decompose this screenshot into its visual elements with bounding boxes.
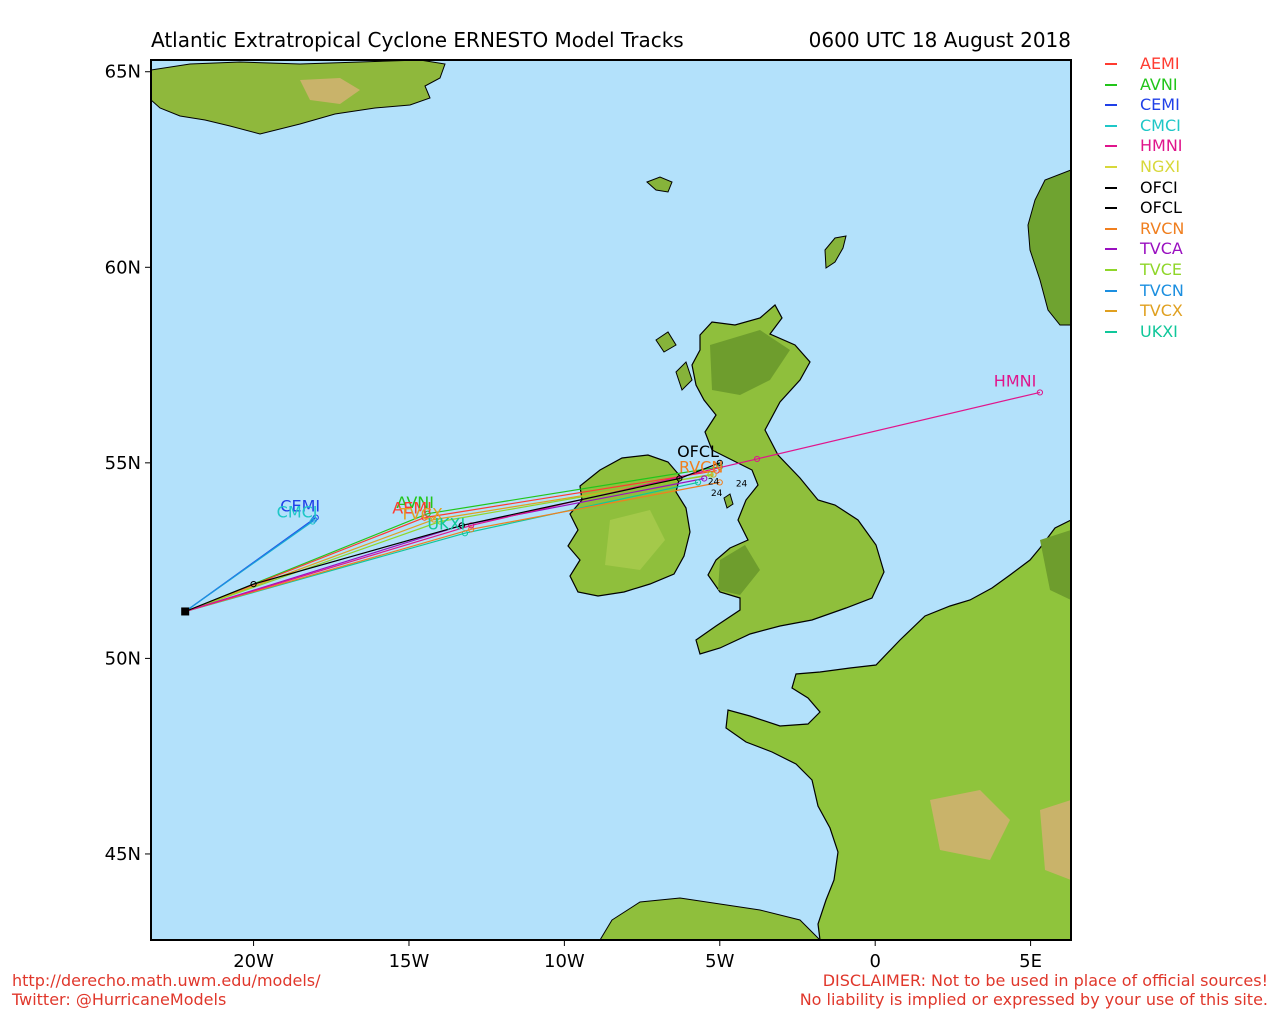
track-rvcn [185, 481, 720, 613]
map-title: Atlantic Extratropical Cyclone ERNESTO M… [151, 28, 684, 52]
legend-label: AEMI [1140, 54, 1180, 73]
footer-right: DISCLAIMER: Not to be used in place of o… [800, 971, 1268, 1009]
lon-label: 5E [1019, 951, 1042, 972]
lat-label: 55N [105, 453, 141, 474]
legend-label: OFCI [1140, 177, 1178, 197]
track-ukxi [185, 481, 699, 613]
legend-swatch [1105, 165, 1117, 168]
legend-swatch [1105, 268, 1117, 271]
legend-swatch [1105, 227, 1117, 230]
legend-label: HMNI [1140, 136, 1183, 156]
legend-label: UKXI [1140, 321, 1178, 341]
legend-label: CEMI [1140, 95, 1180, 115]
lon-label: 10W [544, 951, 585, 972]
legend-swatch [1105, 289, 1117, 292]
track-point [701, 475, 708, 482]
lon-label: 20W [233, 951, 274, 972]
legend-swatch [1105, 124, 1117, 127]
disclaimer-line-1: DISCLAIMER: Not to be used in place of o… [822, 971, 1268, 990]
hour-label: 24 [736, 479, 748, 489]
track-point [250, 580, 257, 588]
track-label: OFCL [677, 442, 719, 461]
land-isle-of-man [723, 493, 734, 509]
legend-label: TVCN [1140, 280, 1184, 300]
land-faroe [646, 176, 673, 193]
legend-label: TVCE [1140, 259, 1182, 279]
track-label: RVCN [679, 458, 723, 477]
lat-label: 60N [105, 257, 141, 278]
legend-swatch [1105, 248, 1117, 251]
land-norway [1027, 169, 1071, 326]
track-label: CEMI [280, 497, 320, 516]
land-shetland [824, 235, 847, 269]
lon-label: 15W [389, 951, 430, 972]
legend-label: NGXI [1140, 156, 1181, 176]
track-point [424, 510, 431, 517]
track-point [430, 516, 437, 523]
track-tvcn [184, 519, 315, 612]
track-label: AEMI [392, 499, 432, 518]
land-hebrides [655, 331, 693, 391]
hour-label: 24 [708, 477, 720, 487]
legend-label: RVCN [1140, 218, 1185, 238]
source-url[interactable]: http://derecho.math.uwm.edu/models/ [12, 971, 321, 990]
track-label: UKXI [427, 514, 465, 533]
model-tracks [181, 389, 1044, 616]
map-timestamp: 0600 UTC 18 August 2018 [808, 28, 1071, 52]
track-point [716, 479, 723, 486]
legend-swatch [1105, 63, 1117, 65]
lon-label: 0 [869, 951, 880, 972]
storm-start-marker [181, 607, 190, 616]
land-iberia [599, 897, 821, 940]
legend-swatch [1105, 207, 1117, 210]
hour-label: 24 [711, 489, 723, 499]
track-point [707, 471, 714, 478]
legend-label: TVCA [1140, 239, 1183, 259]
track-aemi [184, 470, 717, 613]
track-point [436, 518, 444, 525]
legend-label: CMCI [1140, 115, 1181, 135]
track-label: HMNI [994, 372, 1037, 391]
track-point [694, 479, 702, 486]
legend-label: AVNI [1140, 74, 1178, 94]
track-ofcl [184, 462, 721, 613]
track-point [710, 471, 717, 478]
track-point [716, 459, 723, 466]
lon-label: 5W [705, 951, 734, 972]
track-point [1036, 389, 1044, 396]
land-iceland [151, 60, 446, 135]
legend-label: OFCL [1140, 198, 1182, 218]
axis-labels: 65N 60N 55N 50N 45N 20W 15W 10W 5W 0 5E [105, 62, 1042, 972]
track-label: CMCI [277, 503, 318, 522]
twitter-handle[interactable]: Twitter: @HurricaneModels [12, 990, 227, 1009]
track-label: AVNI [396, 493, 434, 512]
track-avni [184, 466, 720, 613]
lat-label: 45N [105, 844, 141, 865]
track-label: TVCX [399, 505, 443, 524]
map-frame [150, 59, 1072, 941]
footer-left: http://derecho.math.uwm.edu/models/ Twit… [12, 971, 320, 1009]
legend-swatch [1105, 104, 1117, 107]
disclaimer-line-2: No liability is implied or expressed by … [799, 990, 1268, 1009]
track-point [676, 475, 683, 482]
legend-swatch [1105, 145, 1117, 148]
track-tvcx [184, 474, 714, 613]
track-point [458, 522, 465, 529]
legend-swatch [1105, 83, 1117, 86]
track-point [753, 455, 761, 463]
legend-swatch [1105, 186, 1117, 189]
track-point [468, 526, 475, 533]
track-point [421, 514, 428, 521]
lat-label: 50N [105, 648, 141, 669]
legend-swatch [1105, 310, 1117, 313]
track-point [311, 516, 318, 523]
legend-label: TVCX [1140, 301, 1183, 321]
lat-label: 65N [105, 62, 141, 83]
legend-swatch [1105, 330, 1117, 333]
